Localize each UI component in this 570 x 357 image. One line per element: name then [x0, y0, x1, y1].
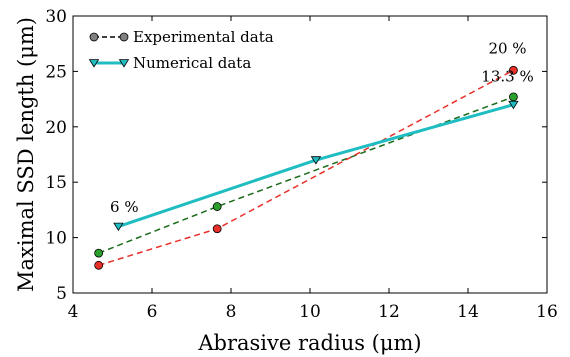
annotations: 6 % 20 % 13.3 %: [110, 40, 534, 216]
legend-marker-numerical: [118, 59, 130, 68]
series-point: [212, 202, 222, 211]
series-point: [508, 100, 519, 110]
legend: Experimental data Numerical data: [88, 28, 274, 72]
y-tick-label: 15: [45, 173, 67, 193]
axis-ticks: 4 6 8 10 12 14 16 5 10 15 20 25 30: [45, 7, 557, 322]
y-tick-label: 30: [45, 7, 67, 27]
x-tick-label: 16: [536, 302, 558, 322]
legend-label-numerical: Numerical data: [133, 54, 251, 72]
x-tick-label: 4: [68, 302, 79, 322]
series-point: [310, 156, 322, 165]
series-line-1: [98, 69, 514, 267]
series-point: [94, 248, 104, 258]
legend-marker-experimental: [119, 32, 129, 42]
annotation-label: 6 %: [110, 198, 139, 216]
legend-marker-experimental: [89, 32, 99, 42]
legend-label-experimental: Experimental data: [133, 28, 274, 46]
series-point: [212, 224, 222, 234]
series-point: [113, 222, 124, 232]
x-tick-label: 14: [457, 302, 479, 322]
y-tick-label: 20: [45, 118, 67, 138]
x-axis-label: Abrasive radius (μm): [197, 331, 421, 355]
annotation-label: 13.3 %: [481, 67, 533, 85]
legend-marker-numerical: [88, 59, 100, 68]
x-tick-label: 6: [147, 302, 158, 322]
y-axis-label: Maximal SSD length (μm): [14, 17, 38, 292]
x-tick-label: 12: [378, 302, 400, 322]
x-tick-label: 10: [299, 302, 321, 322]
series-point: [509, 92, 518, 102]
y-tick-label: 5: [56, 284, 67, 304]
series-line-2: [117, 103, 514, 228]
series-line-0: [98, 96, 514, 254]
x-tick-label: 8: [226, 302, 237, 322]
y-tick-label: 10: [45, 229, 67, 249]
y-tick-label: 25: [45, 62, 67, 82]
annotation-label: 20 %: [488, 40, 526, 58]
series-layer: [94, 65, 519, 270]
series-point: [94, 260, 104, 270]
series-point: [509, 65, 518, 75]
